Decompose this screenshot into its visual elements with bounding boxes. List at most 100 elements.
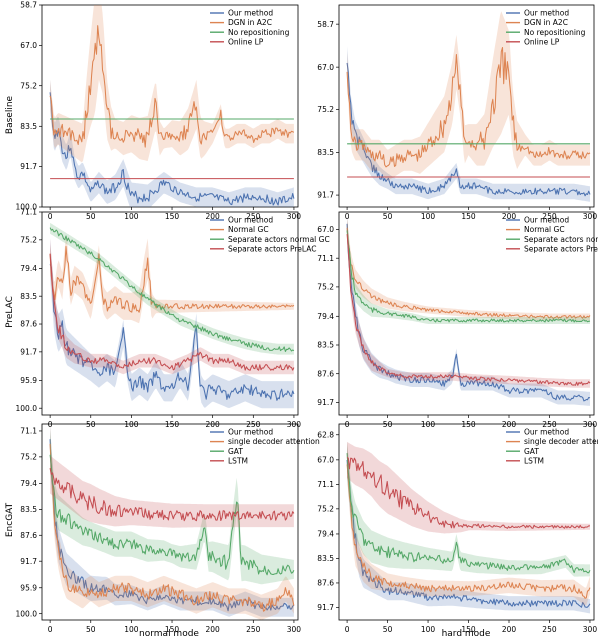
x-tick-label: 100 [124,625,139,634]
band-gat [50,430,294,585]
x-tick-label: 200 [502,625,517,634]
series-normal-gc [49,245,295,313]
panel-baseline-hard: 0 50 100 150 200 250 300 58.7 67.0 75.2 83.5 91.7 Ou… [317,4,598,221]
y-tick-label: 100.0 [16,609,38,618]
x-tick-label: 50 [383,625,393,634]
x-tick-label: 50 [86,625,96,634]
panel-prelac-normal: 0 50 100 150 200 250 300 71.1 75.2 79.4 83.5 87.6 91… [16,208,330,429]
legend-label: GAT [524,447,539,456]
band-dgn-in-a2c [347,11,590,181]
x-tick-label: 300 [583,212,598,221]
legend-label: Online LP [524,37,560,46]
x-tick-label: 100 [421,212,436,221]
series-our-method [49,439,295,612]
legend-label: Our method [524,428,569,437]
y-tick-label: 91.7 [317,191,334,200]
series-separate-actors-normal-gc [346,230,591,323]
y-tick-label: 58.7 [20,1,37,10]
y-tick-label: 75.2 [20,81,37,90]
plot-frame [41,4,299,208]
x-tick-label: 300 [287,420,302,429]
legend-label: DGN in A2C [228,18,272,27]
series-dgn-in-a2c [346,46,591,168]
panel-baseline-normal: 0 50 100 150 200 250 300 58.7 67.0 75.2 83.5 91.7 10… [16,1,302,221]
y-tick-label: 71.1 [20,427,37,436]
y-tick-label: 91.7 [20,347,37,356]
legend-label: Online LP [228,37,264,46]
y-tick-label: 87.6 [317,369,334,378]
series-gat [346,453,591,574]
y-tick-label: 62.8 [317,430,334,439]
plot-area [49,424,295,620]
x-tick-label: 100 [421,420,436,429]
x-tick-label: 250 [542,420,557,429]
y-tick-label: 83.5 [317,148,334,157]
plot-area [346,11,591,202]
y-tick-label: 79.4 [20,264,37,273]
row-label-encgat: EncGAT [5,502,15,537]
plot-frame [338,211,595,416]
panel-prelac-hard: 0 50 100 150 200 250 300 67.0 71.1 75.2 79.4 83.5 87… [317,211,598,429]
legend-label: Normal GC [228,225,269,234]
legend-label: Separate actors PreLAC [524,244,598,253]
legend-label: Separate actors normal GC [228,235,330,244]
x-tick-label: 50 [383,212,393,221]
plot-frame [41,211,299,416]
y-tick-label: 75.2 [317,283,334,292]
x-tick-label: 0 [345,420,350,429]
series-lstm [49,468,295,522]
panel-encgat-normal: 0 50 100 150 200 250 300 71.1 75.2 79.4 83.5 87.6 91… [16,423,320,634]
x-tick-label: 100 [124,212,139,221]
x-tick-label: 300 [583,420,598,429]
legend-label: single decoder attention [228,437,320,446]
series-separate-actors-prelac [49,253,295,371]
y-tick-label: 75.2 [20,235,37,244]
panel-encgat-hard: 0 50 100 150 200 250 300 62.8 67.0 71.1 75.2 79.4 83… [317,423,598,634]
legend-label: Our method [228,428,273,437]
x-tick-label: 50 [86,212,96,221]
series-normal-gc [346,227,591,320]
x-tick-label: 50 [383,420,393,429]
series-separate-actors-prelac [346,234,591,386]
plot-area [49,222,295,409]
legend-label: LSTM [228,456,248,465]
band-dgn-in-a2c [50,5,294,163]
series-separate-actors-normal-gc [49,227,295,353]
x-tick-label: 150 [165,212,180,221]
legend-label: Separate actors normal GC [524,235,598,244]
x-tick-label: 250 [542,212,557,221]
legend-label: Our method [524,9,569,18]
legend-label: LSTM [524,456,544,465]
series-our-method [346,459,591,608]
y-tick-label: 67.0 [20,41,37,50]
y-tick-label: 79.4 [317,530,334,539]
series-gat [49,454,295,576]
band-separate-actors-prelac [50,238,294,375]
y-tick-label: 71.1 [317,480,334,489]
x-tick-label: 250 [246,212,261,221]
series-dgn-in-a2c [49,25,295,148]
legend-label: No repositioning [524,28,586,37]
y-tick-label: 83.5 [317,341,334,350]
x-tick-label: 0 [345,625,350,634]
x-tick-label: 200 [502,212,517,221]
band-our-method [347,46,590,202]
series-lstm [346,457,590,529]
x-tick-label: 200 [502,420,517,429]
y-tick-label: 87.6 [20,531,37,540]
series-single-decoder-attention [346,464,591,599]
y-tick-label: 91.7 [20,162,37,171]
y-tick-label: 67.0 [317,225,334,234]
x-tick-label: 0 [48,212,53,221]
x-tick-label: 150 [165,625,180,634]
x-tick-label: 250 [542,625,557,634]
band-our-method [50,238,294,409]
legend-label: Our method [228,216,273,225]
row-label-prelac: PreLAC [5,296,15,328]
x-tick-label: 250 [246,420,261,429]
legend-label: Our method [228,9,273,18]
series-our-method [49,92,295,206]
x-tick-label: 0 [48,625,53,634]
